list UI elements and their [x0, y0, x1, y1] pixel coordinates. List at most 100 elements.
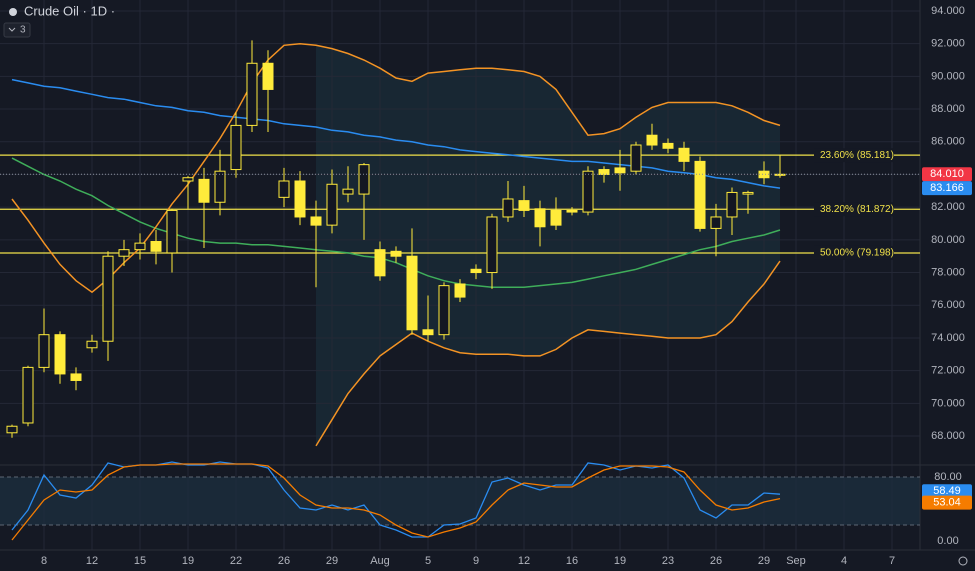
- y-tick-label: 88.000: [931, 103, 965, 115]
- symbol-icon: [9, 8, 17, 16]
- candle-body: [646, 134, 658, 146]
- candle-body: [230, 124, 242, 171]
- y-tick-label: 76.000: [931, 299, 965, 311]
- candle-body: [118, 249, 130, 257]
- x-tick-label: 7: [889, 555, 895, 567]
- x-tick-label: 12: [518, 555, 530, 567]
- candle-body: [406, 255, 418, 331]
- x-tick-label: 8: [41, 555, 47, 567]
- chart-title: Crude Oil · 1D ·: [24, 3, 115, 18]
- candle-body: [182, 177, 194, 182]
- candle-body: [86, 340, 98, 349]
- price-badge-label: 84.010: [930, 168, 964, 180]
- candle-body: [134, 242, 146, 251]
- indicator-line: [11, 78, 781, 189]
- candle-body: [246, 62, 258, 126]
- y-tick-label: 72.000: [931, 365, 965, 377]
- fib-label: 38.20% (81.872): [820, 204, 894, 215]
- x-tick-label: 9: [473, 555, 479, 567]
- candle-body: [54, 334, 66, 375]
- value-badge-label: 53.04: [933, 496, 961, 508]
- value-badge-label: 58.49: [933, 485, 961, 497]
- y-tick-label: 80.000: [931, 234, 965, 246]
- candle-body: [758, 170, 770, 179]
- candle-body: [262, 62, 274, 90]
- x-tick-label: 29: [758, 555, 770, 567]
- x-tick-label: 19: [614, 555, 626, 567]
- indicator-count: 3: [20, 25, 26, 36]
- settings-icon[interactable]: [958, 556, 968, 566]
- candle-body: [358, 164, 370, 195]
- candle-body: [278, 180, 290, 198]
- candle-body: [198, 178, 210, 203]
- candle-body: [726, 191, 738, 218]
- candle-body: [598, 169, 610, 175]
- candle-body: [630, 144, 642, 172]
- value-badge: [922, 495, 972, 510]
- candle-body: [102, 255, 114, 342]
- fib-label-bg: [814, 245, 894, 260]
- candle-body: [438, 285, 450, 336]
- y-tick-label: 94.000: [931, 5, 965, 17]
- candle-body: [518, 200, 530, 211]
- candle-body: [390, 250, 402, 257]
- candle-body: [534, 208, 546, 228]
- y-tick-label: 80.00: [934, 471, 962, 483]
- candle-body: [310, 216, 322, 226]
- candle-body: [70, 373, 82, 381]
- fib-label-bg: [814, 202, 894, 217]
- candle-body: [150, 240, 162, 252]
- price-badge: [922, 167, 972, 182]
- candle-body: [566, 209, 578, 213]
- indicator-line: [315, 260, 781, 447]
- candle-body: [470, 268, 482, 274]
- fib-label: 23.60% (85.181): [820, 150, 894, 161]
- candle-body: [454, 283, 466, 298]
- candle-body: [6, 425, 18, 434]
- oscillator-line: [11, 463, 781, 541]
- x-tick-label: Aug: [370, 555, 390, 567]
- x-tick-label: 23: [662, 555, 674, 567]
- x-tick-label: 5: [425, 555, 431, 567]
- y-tick-label: 68.000: [931, 430, 965, 442]
- x-tick-label: 12: [86, 555, 98, 567]
- chevron: [8, 27, 16, 32]
- x-tick-label: 15: [134, 555, 146, 567]
- candle-body: [614, 167, 626, 174]
- x-tick-label: 19: [182, 555, 194, 567]
- x-tick-label: 16: [566, 555, 578, 567]
- fib-label: 50.00% (79.198): [820, 248, 894, 259]
- y-tick-label: 92.000: [931, 38, 965, 50]
- y-tick-label: 82.000: [931, 201, 965, 213]
- level-band: [0, 477, 920, 525]
- y-tick-label: 0.00: [937, 535, 958, 547]
- y-tick-label: 86.000: [931, 136, 965, 148]
- candle-body: [486, 216, 498, 274]
- x-tick-label: 22: [230, 555, 242, 567]
- candle-body: [550, 209, 562, 226]
- candle-body: [22, 366, 34, 424]
- y-tick-label: 90.000: [931, 70, 965, 82]
- candle-body: [582, 170, 594, 213]
- y-tick-label: 78.000: [931, 266, 965, 278]
- x-tick-label: Sep: [786, 555, 806, 567]
- ma-badge: [922, 181, 972, 196]
- candle-body: [742, 191, 754, 195]
- candle-body: [710, 216, 722, 229]
- candle-body: [678, 147, 690, 162]
- candle-body: [374, 249, 386, 277]
- candle-body: [662, 142, 674, 149]
- x-tick-label: 29: [326, 555, 338, 567]
- x-tick-label: 4: [841, 555, 847, 567]
- indicator-toggle[interactable]: [3, 22, 31, 38]
- candle-body: [342, 188, 354, 195]
- y-tick-label: 74.000: [931, 332, 965, 344]
- x-tick-label: 26: [278, 555, 290, 567]
- candle-body: [214, 170, 226, 203]
- candle-body: [502, 198, 514, 218]
- x-tick-label: 26: [710, 555, 722, 567]
- candle-body: [294, 180, 306, 218]
- fib-label-bg: [814, 148, 894, 163]
- y-tick-label: 70.000: [931, 397, 965, 409]
